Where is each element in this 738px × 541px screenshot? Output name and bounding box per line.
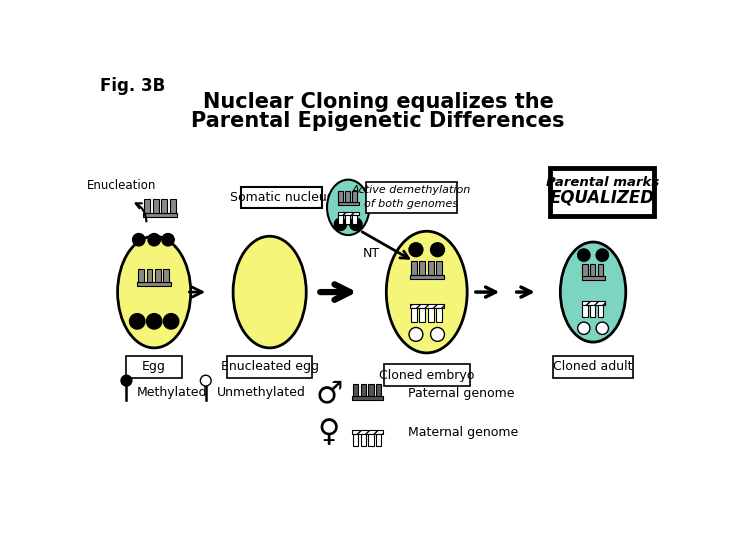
Circle shape <box>121 375 132 386</box>
Bar <box>147 268 153 282</box>
Circle shape <box>334 218 347 230</box>
Bar <box>161 199 167 213</box>
Bar <box>352 191 357 202</box>
Text: Fig. 3B: Fig. 3B <box>100 77 165 95</box>
Text: Somatic nucleus: Somatic nucleus <box>230 191 333 204</box>
Text: of both genomes: of both genomes <box>365 199 458 208</box>
Circle shape <box>430 327 444 341</box>
Text: Enucleation: Enucleation <box>87 179 156 192</box>
Bar <box>582 301 604 305</box>
Circle shape <box>409 243 423 256</box>
Text: Maternal genome: Maternal genome <box>408 426 519 439</box>
Text: Nuclear Cloning equalizes the: Nuclear Cloning equalizes the <box>203 92 554 112</box>
Text: EQUALIZED: EQUALIZED <box>550 188 655 206</box>
Circle shape <box>129 314 145 329</box>
Bar <box>436 308 442 322</box>
Text: ♀: ♀ <box>318 418 340 447</box>
Text: Methylated: Methylated <box>137 386 207 399</box>
Bar <box>338 202 359 205</box>
Bar <box>551 168 655 216</box>
Bar <box>138 268 144 282</box>
Text: Egg: Egg <box>142 360 166 373</box>
Ellipse shape <box>117 236 190 348</box>
Text: Paternal genome: Paternal genome <box>408 387 515 400</box>
Circle shape <box>350 218 362 230</box>
Bar <box>582 276 604 280</box>
Bar <box>384 365 470 386</box>
Circle shape <box>148 234 160 246</box>
Bar <box>339 215 343 225</box>
Bar <box>241 187 322 208</box>
Circle shape <box>146 314 162 329</box>
Bar <box>345 215 351 225</box>
Ellipse shape <box>327 180 370 235</box>
Bar <box>590 264 596 276</box>
Bar <box>598 305 603 317</box>
Bar <box>419 308 425 322</box>
Circle shape <box>578 322 590 334</box>
Bar <box>137 282 171 286</box>
Bar <box>410 308 416 322</box>
Bar <box>427 261 433 275</box>
Ellipse shape <box>233 236 306 348</box>
FancyArrowPatch shape <box>136 203 146 221</box>
Bar <box>338 212 359 215</box>
Bar <box>410 275 444 279</box>
Text: ♂: ♂ <box>315 379 342 408</box>
Bar <box>590 305 596 317</box>
Bar <box>598 264 603 276</box>
Bar <box>582 305 587 317</box>
Text: NT: NT <box>363 247 380 260</box>
Bar <box>353 384 358 397</box>
Bar <box>376 434 382 446</box>
Bar <box>153 199 159 213</box>
Circle shape <box>596 249 608 261</box>
Bar <box>345 191 351 202</box>
Circle shape <box>578 249 590 261</box>
Ellipse shape <box>386 231 467 353</box>
Bar <box>353 434 358 446</box>
Bar <box>410 304 444 308</box>
Bar <box>339 191 343 202</box>
Bar <box>366 182 457 213</box>
Bar <box>352 215 357 225</box>
Bar <box>419 261 425 275</box>
Bar <box>144 199 150 213</box>
Bar <box>427 308 433 322</box>
Bar <box>170 199 176 213</box>
Bar <box>410 261 416 275</box>
Bar <box>164 268 170 282</box>
Bar <box>352 397 383 400</box>
Circle shape <box>409 327 423 341</box>
Circle shape <box>163 314 179 329</box>
Bar <box>368 384 373 397</box>
Text: Cloned embryo: Cloned embryo <box>379 369 475 382</box>
Circle shape <box>133 234 145 246</box>
Bar <box>352 430 383 434</box>
Bar <box>126 356 182 378</box>
Bar <box>155 268 161 282</box>
Bar <box>582 264 587 276</box>
Text: Active demethylation: Active demethylation <box>352 186 471 195</box>
Text: Cloned adult: Cloned adult <box>554 360 632 373</box>
Bar <box>361 434 366 446</box>
Ellipse shape <box>560 242 626 342</box>
Bar <box>436 261 442 275</box>
Circle shape <box>200 375 211 386</box>
Bar <box>553 356 633 378</box>
Text: Enucleated egg: Enucleated egg <box>221 360 319 373</box>
Circle shape <box>596 322 608 334</box>
Bar <box>376 384 382 397</box>
Text: Unmethylated: Unmethylated <box>216 386 306 399</box>
Text: Parental Epigenetic Differences: Parental Epigenetic Differences <box>191 111 565 131</box>
Bar <box>143 213 177 217</box>
Bar <box>361 384 366 397</box>
Circle shape <box>162 234 174 246</box>
Bar <box>368 434 373 446</box>
Circle shape <box>430 243 444 256</box>
Bar <box>227 356 312 378</box>
Text: Parental marks: Parental marks <box>545 176 659 189</box>
